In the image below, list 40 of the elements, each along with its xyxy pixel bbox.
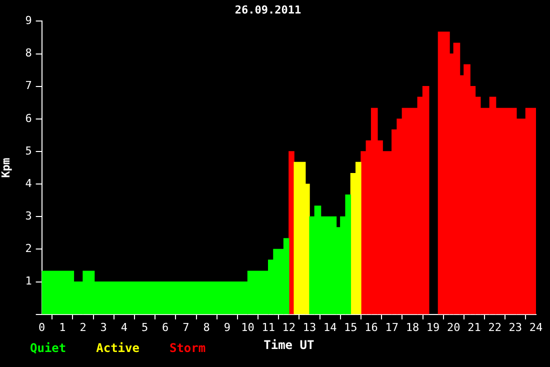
y-tick-label: 6: [25, 112, 32, 125]
x-tick-label: 8: [203, 320, 210, 334]
text: Storm: [169, 341, 206, 355]
x-tick-label: 23: [508, 320, 522, 334]
x-tick-label: 19: [426, 320, 440, 334]
y-tick-label: 3: [25, 210, 32, 223]
x-tick-label: 10: [241, 320, 254, 334]
x-tick-label: 21: [468, 320, 481, 334]
x-tick-label: 3: [100, 320, 107, 334]
x-tick-label: 16: [364, 320, 378, 334]
x-tick-label: 22: [488, 320, 502, 334]
chart-title: 26.09.2011: [234, 3, 302, 16]
x-tick-label: 0: [38, 320, 46, 334]
y-tick-label: 9: [25, 14, 32, 28]
y-tick-label: 1: [25, 274, 32, 288]
x-tick-label: 5: [141, 320, 148, 334]
x-tick-label: 4: [120, 320, 128, 334]
y-axis-title: Kpm: [0, 157, 12, 178]
y-tick-label: 2: [25, 242, 32, 256]
text: Active: [96, 341, 140, 355]
x-tick-label: 9: [224, 320, 230, 334]
y-tick-label: 7: [25, 79, 32, 92]
x-tick-label: 13: [302, 320, 316, 334]
x-tick-label: 17: [385, 320, 398, 334]
x-tick-label: 20: [447, 320, 460, 334]
x-tick-label: 1: [59, 320, 66, 334]
x-tick-label: 2: [80, 320, 86, 334]
x-axis-title: Time UT: [264, 338, 314, 352]
x-tick-label: 18: [406, 320, 420, 334]
y-tick-label: 8: [25, 46, 32, 60]
x-tick-label: 7: [182, 320, 190, 334]
y-tick-label: 5: [25, 144, 32, 158]
x-tick-label: 12: [282, 320, 296, 334]
x-tick-label: 14: [323, 320, 338, 334]
x-tick-label: 15: [344, 320, 358, 334]
y-tick-label: 4: [25, 176, 32, 190]
x-tick-label: 11: [262, 320, 275, 334]
text: Quiet: [30, 341, 66, 355]
x-tick-label: 24: [529, 320, 543, 334]
x-tick-label: 6: [162, 320, 169, 334]
